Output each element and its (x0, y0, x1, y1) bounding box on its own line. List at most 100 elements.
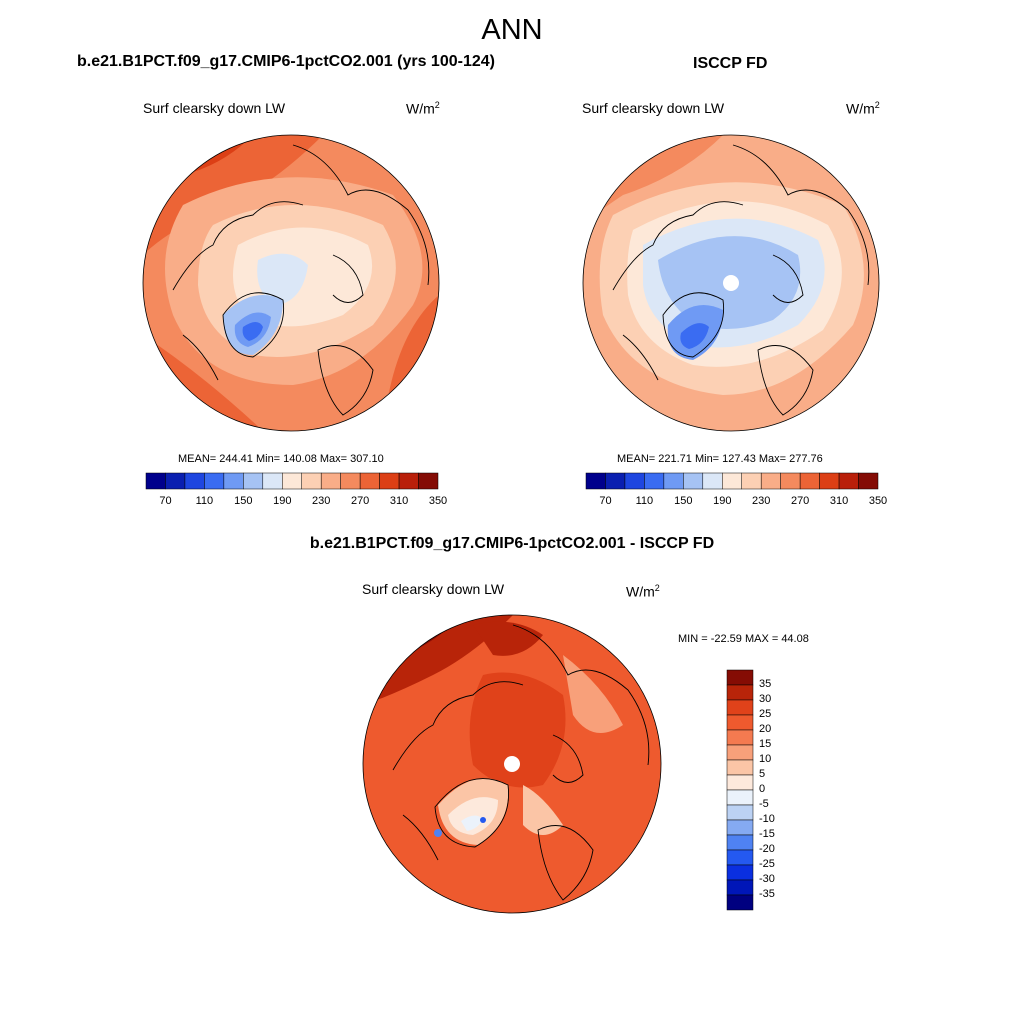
figure-title: ANN (481, 14, 543, 46)
diff-colorbar-tick-label: 5 (759, 768, 766, 780)
obs-stats: MEAN= 221.71 Min= 127.43 Max= 277.76 (617, 453, 823, 465)
obs-polar-map (582, 134, 880, 432)
field-contour-greenland-zero (461, 815, 483, 831)
obs-colorbar-box-12 (819, 472, 840, 490)
diff-colorbar-box-7 (726, 774, 754, 791)
field-contour-siberia-positive (563, 655, 623, 733)
diff-colorbar-tick-label: 10 (759, 753, 772, 765)
obs-colorbar-tick-label: 110 (635, 495, 654, 507)
diff-colorbar (726, 669, 754, 911)
diff-colorbar-tick-label: 0 (759, 783, 766, 795)
field-contour-central (257, 253, 308, 305)
map-border (142, 134, 440, 432)
obs-colorbar-tick-label: 230 (752, 495, 771, 507)
diff-colorbar-tick-label: 35 (759, 678, 772, 690)
model-colorbar-box-9 (320, 472, 341, 490)
model-colorbar-tick-label: 270 (350, 495, 370, 507)
obs-colorbar-box-8 (741, 472, 762, 490)
obs-units-label: W/m2 (846, 100, 880, 117)
model-polar-map (142, 134, 440, 432)
model-colorbar-box-5 (243, 472, 264, 490)
map-border (362, 614, 662, 914)
model-panel-title: b.e21.B1PCT.f09_g17.CMIP6-1pctCO2.001 (y… (77, 53, 495, 70)
obs-colorbar-box-10 (780, 472, 801, 490)
model-colorbar-box-10 (340, 472, 361, 490)
obs-colorbar (585, 472, 879, 490)
model-colorbar-box-11 (359, 472, 380, 490)
diff-colorbar-tick-label: 20 (759, 723, 772, 735)
obs-colorbar-box-14 (858, 472, 879, 490)
coastlines (612, 144, 870, 416)
obs-colorbar-box-9 (760, 472, 781, 490)
field-contour-greenland-min (680, 323, 709, 349)
diff-colorbar-box-9 (726, 804, 754, 821)
obs-colorbar-box-3 (644, 472, 665, 490)
diff-colorbar-box-14 (726, 879, 754, 896)
coastlines (172, 144, 430, 416)
model-variable-label: Surf clearsky down LW (143, 100, 286, 116)
model-colorbar-box-1 (165, 472, 186, 490)
model-colorbar-tick-label: 70 (159, 495, 172, 507)
diff-variable-label: Surf clearsky down LW (362, 581, 505, 597)
diff-colorbar-box-2 (726, 699, 754, 716)
diff-colorbar-box-15 (726, 894, 754, 911)
obs-colorbar-tick-label: 70 (599, 495, 612, 507)
diff-colorbar-box-6 (726, 759, 754, 776)
diff-colorbar-tick-label: -35 (759, 888, 775, 900)
pole-hole (723, 275, 739, 291)
diff-colorbar-box-8 (726, 789, 754, 806)
model-colorbar-box-8 (301, 472, 322, 490)
model-colorbar-box-4 (223, 472, 244, 490)
diff-colorbar-box-5 (726, 744, 754, 761)
model-colorbar (145, 472, 439, 490)
diff-colorbar-box-12 (726, 849, 754, 866)
model-colorbar-box-6 (262, 472, 283, 490)
diff-colorbar-tick-label: 30 (759, 693, 772, 705)
model-colorbar-tick-label: 310 (389, 495, 409, 507)
diff-colorbar-tick-label: -30 (759, 873, 775, 885)
pole-hole (504, 756, 520, 772)
diff-colorbar-tick-label: -20 (759, 843, 775, 855)
diff-colorbar-tick-label: -25 (759, 858, 775, 870)
obs-colorbar-box-11 (799, 472, 820, 490)
obs-colorbar-tick-label: 350 (868, 495, 888, 507)
diff-colorbar-tick-label: -15 (759, 828, 775, 840)
diff-colorbar-tick-label: -10 (759, 813, 775, 825)
diff-colorbar-tick-label: 15 (759, 738, 772, 750)
obs-colorbar-box-4 (663, 472, 684, 490)
field-contour-barents (523, 785, 563, 835)
diff-colorbar-box-10 (726, 819, 754, 836)
coastlines (392, 624, 650, 901)
obs-panel-title: ISCCP FD (693, 55, 768, 72)
model-colorbar-tick-label: 350 (428, 495, 448, 507)
field-contour-central-arctic (469, 672, 566, 788)
obs-colorbar-box-6 (702, 472, 723, 490)
model-colorbar-tick-label: 150 (234, 495, 253, 507)
obs-colorbar-box-0 (585, 472, 606, 490)
diff-polar-map (362, 614, 662, 914)
model-stats: MEAN= 244.41 Min= 140.08 Max= 307.10 (178, 453, 384, 465)
diff-panel-title: b.e21.B1PCT.f09_g17.CMIP6-1pctCO2.001 - … (309, 535, 715, 552)
model-colorbar-box-7 (282, 472, 302, 490)
obs-colorbar-tick-label: 310 (829, 495, 849, 507)
field-negative-spot (434, 829, 442, 837)
model-colorbar-box-13 (398, 472, 419, 490)
diff-colorbar-box-1 (726, 684, 754, 701)
model-colorbar-tick-label: 230 (312, 495, 331, 507)
obs-colorbar-box-5 (683, 472, 704, 490)
obs-colorbar-tick-label: 270 (790, 495, 810, 507)
map-border (582, 134, 880, 432)
model-colorbar-box-2 (184, 472, 205, 490)
model-units-label: W/m2 (406, 100, 440, 117)
diff-colorbar-box-11 (726, 834, 754, 851)
diff-colorbar-box-0 (726, 669, 754, 686)
model-colorbar-box-14 (418, 472, 439, 490)
model-colorbar-box-12 (379, 472, 400, 490)
field-negative-spot-2 (480, 817, 486, 823)
diff-units-label: W/m2 (626, 583, 660, 600)
obs-variable-label: Surf clearsky down LW (582, 100, 725, 116)
model-colorbar-box-0 (145, 472, 166, 490)
model-colorbar-tick-label: 190 (273, 495, 292, 507)
obs-colorbar-box-1 (605, 472, 626, 490)
model-colorbar-box-3 (204, 472, 225, 490)
